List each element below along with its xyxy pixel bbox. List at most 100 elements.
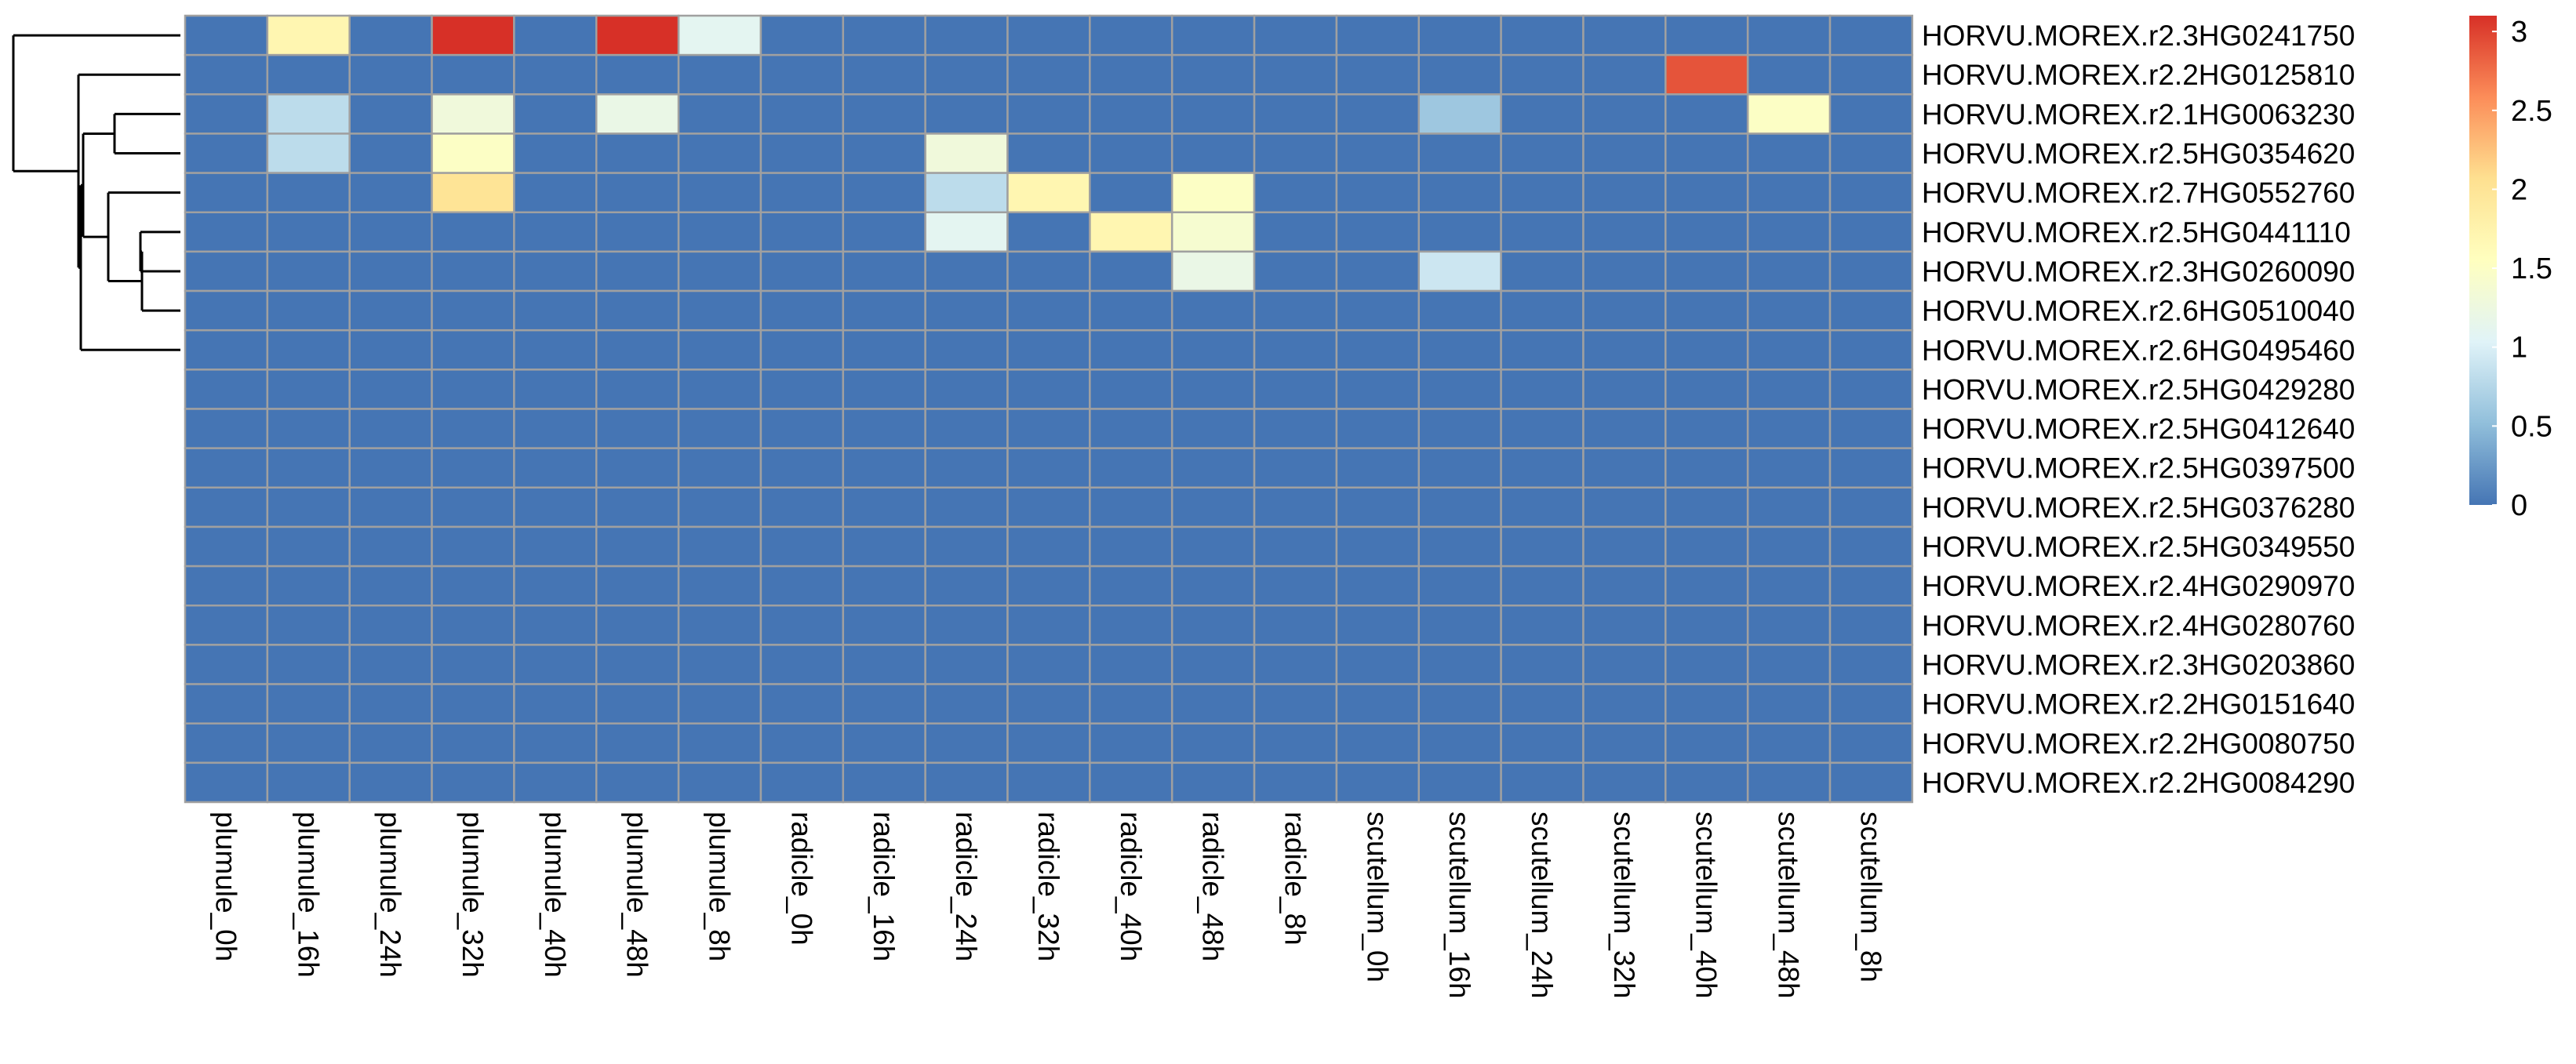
heatmap-cell	[595, 211, 680, 253]
heatmap-cell	[759, 93, 845, 135]
heatmap-cell	[1089, 722, 1173, 764]
heatmap-cell	[1500, 369, 1585, 410]
heatmap-cell	[1582, 53, 1667, 96]
heatmap-cell	[677, 565, 762, 607]
heatmap-cell	[1746, 486, 1832, 528]
heatmap-cell	[184, 369, 269, 410]
heatmap-cell	[348, 14, 433, 56]
colorbar: 0 0.5 1 1.5 2 2.5 3	[2469, 16, 2552, 522]
heatmap-cell	[1335, 447, 1421, 489]
heatmap-cell	[1253, 53, 1338, 96]
heatmap-cell	[1253, 761, 1338, 804]
heatmap-cell	[1828, 329, 1914, 371]
heatmap-cell	[266, 93, 351, 135]
heatmap-cell	[595, 172, 680, 214]
heatmap-cell	[184, 53, 269, 96]
heatmap-cell	[677, 683, 762, 724]
heatmap-cell	[595, 525, 680, 568]
heatmap-cell	[677, 14, 762, 56]
heatmap-cell	[595, 250, 680, 292]
heatmap-cell	[1665, 486, 1749, 528]
heatmap-cell	[1417, 683, 1502, 724]
heatmap-cell	[348, 211, 433, 253]
heatmap-cell	[1746, 722, 1832, 764]
heatmap-cell	[184, 525, 269, 568]
heatmap-cell	[1170, 369, 1256, 410]
column-label: plumule_48h	[621, 812, 653, 978]
heatmap-cell	[924, 565, 1009, 607]
heatmap-cell	[842, 644, 926, 685]
heatmap-cell	[1665, 683, 1749, 724]
heatmap-cell	[1335, 565, 1421, 607]
column-label: scutellum_16h	[1443, 812, 1475, 999]
column-labels: plumule_0h plumule_16h plumule_24h plumule_…	[209, 812, 1887, 999]
heatmap-cell	[1665, 722, 1749, 764]
heatmap-cell	[1746, 172, 1832, 214]
heatmap-cell	[759, 289, 845, 332]
column-label: radicle_16h	[868, 812, 900, 961]
heatmap-cell	[513, 133, 598, 174]
heatmap-cell	[595, 53, 680, 96]
heatmap-cell	[266, 605, 351, 646]
heatmap-cell	[1746, 250, 1832, 292]
heatmap-cell	[677, 53, 762, 96]
heatmap-cell	[1006, 250, 1091, 292]
heatmap-cell	[348, 133, 433, 174]
heatmap-cell	[1828, 683, 1914, 724]
heatmap-cell	[677, 250, 762, 292]
heatmap-cell	[677, 722, 762, 764]
heatmap-cell	[513, 211, 598, 253]
heatmap-cell	[1828, 408, 1914, 449]
heatmap-cell	[1170, 722, 1256, 764]
heatmap-cell	[266, 565, 351, 607]
heatmap-cell	[266, 133, 351, 174]
heatmap-cell	[1335, 93, 1421, 135]
heatmap-cell	[1665, 289, 1749, 332]
heatmap-cell	[1170, 565, 1256, 607]
heatmap-cell	[513, 289, 598, 332]
row-label: HORVU.MOREX.r2.5HG0376280	[1922, 492, 2356, 524]
heatmap-cell	[1665, 53, 1749, 96]
row-label: HORVU.MOREX.r2.6HG0510040	[1922, 295, 2356, 327]
row-label: HORVU.MOREX.r2.5HG0412640	[1922, 413, 2356, 445]
heatmap-cell	[759, 605, 845, 646]
column-label: plumule_16h	[292, 812, 324, 978]
heatmap-cell	[1582, 683, 1667, 724]
heatmap-cell	[513, 525, 598, 568]
heatmap-cell	[1500, 565, 1585, 607]
heatmap-cell	[842, 761, 926, 804]
colorbar-tick-label: 2	[2511, 173, 2527, 206]
heatmap-cell	[266, 369, 351, 410]
heatmap-cell	[348, 683, 433, 724]
heatmap-cell	[1089, 133, 1173, 174]
heatmap-cell	[1417, 93, 1502, 135]
heatmap-cell	[513, 14, 598, 56]
heatmap-cell	[1500, 14, 1585, 56]
heatmap-cell	[595, 761, 680, 804]
heatmap-cell	[1417, 486, 1502, 528]
heatmap-cell	[1006, 14, 1091, 56]
heatmap-cell	[1828, 211, 1914, 253]
heatmap-cell	[348, 172, 433, 214]
heatmap-cell	[1665, 644, 1749, 685]
heatmap-cell	[677, 605, 762, 646]
heatmap-cell	[1417, 605, 1502, 646]
heatmap-cell	[759, 722, 845, 764]
heatmap-cell	[595, 605, 680, 646]
heatmap-cell	[348, 93, 433, 135]
heatmap-cell	[1417, 211, 1502, 253]
heatmap-cell	[1089, 53, 1173, 96]
heatmap-cell	[842, 93, 926, 135]
heatmap-cell	[348, 329, 433, 371]
column-label: plumule_32h	[457, 812, 489, 978]
heatmap-cell	[759, 761, 845, 804]
heatmap-cell	[842, 133, 926, 174]
heatmap-cell	[348, 250, 433, 292]
column-label: radicle_40h	[1115, 812, 1147, 961]
heatmap-cell	[266, 14, 351, 56]
heatmap-cell	[266, 722, 351, 764]
heatmap-cell	[1665, 172, 1749, 214]
heatmap-cell	[1006, 683, 1091, 724]
heatmap-cell	[1335, 683, 1421, 724]
heatmap-cell	[1006, 93, 1091, 135]
